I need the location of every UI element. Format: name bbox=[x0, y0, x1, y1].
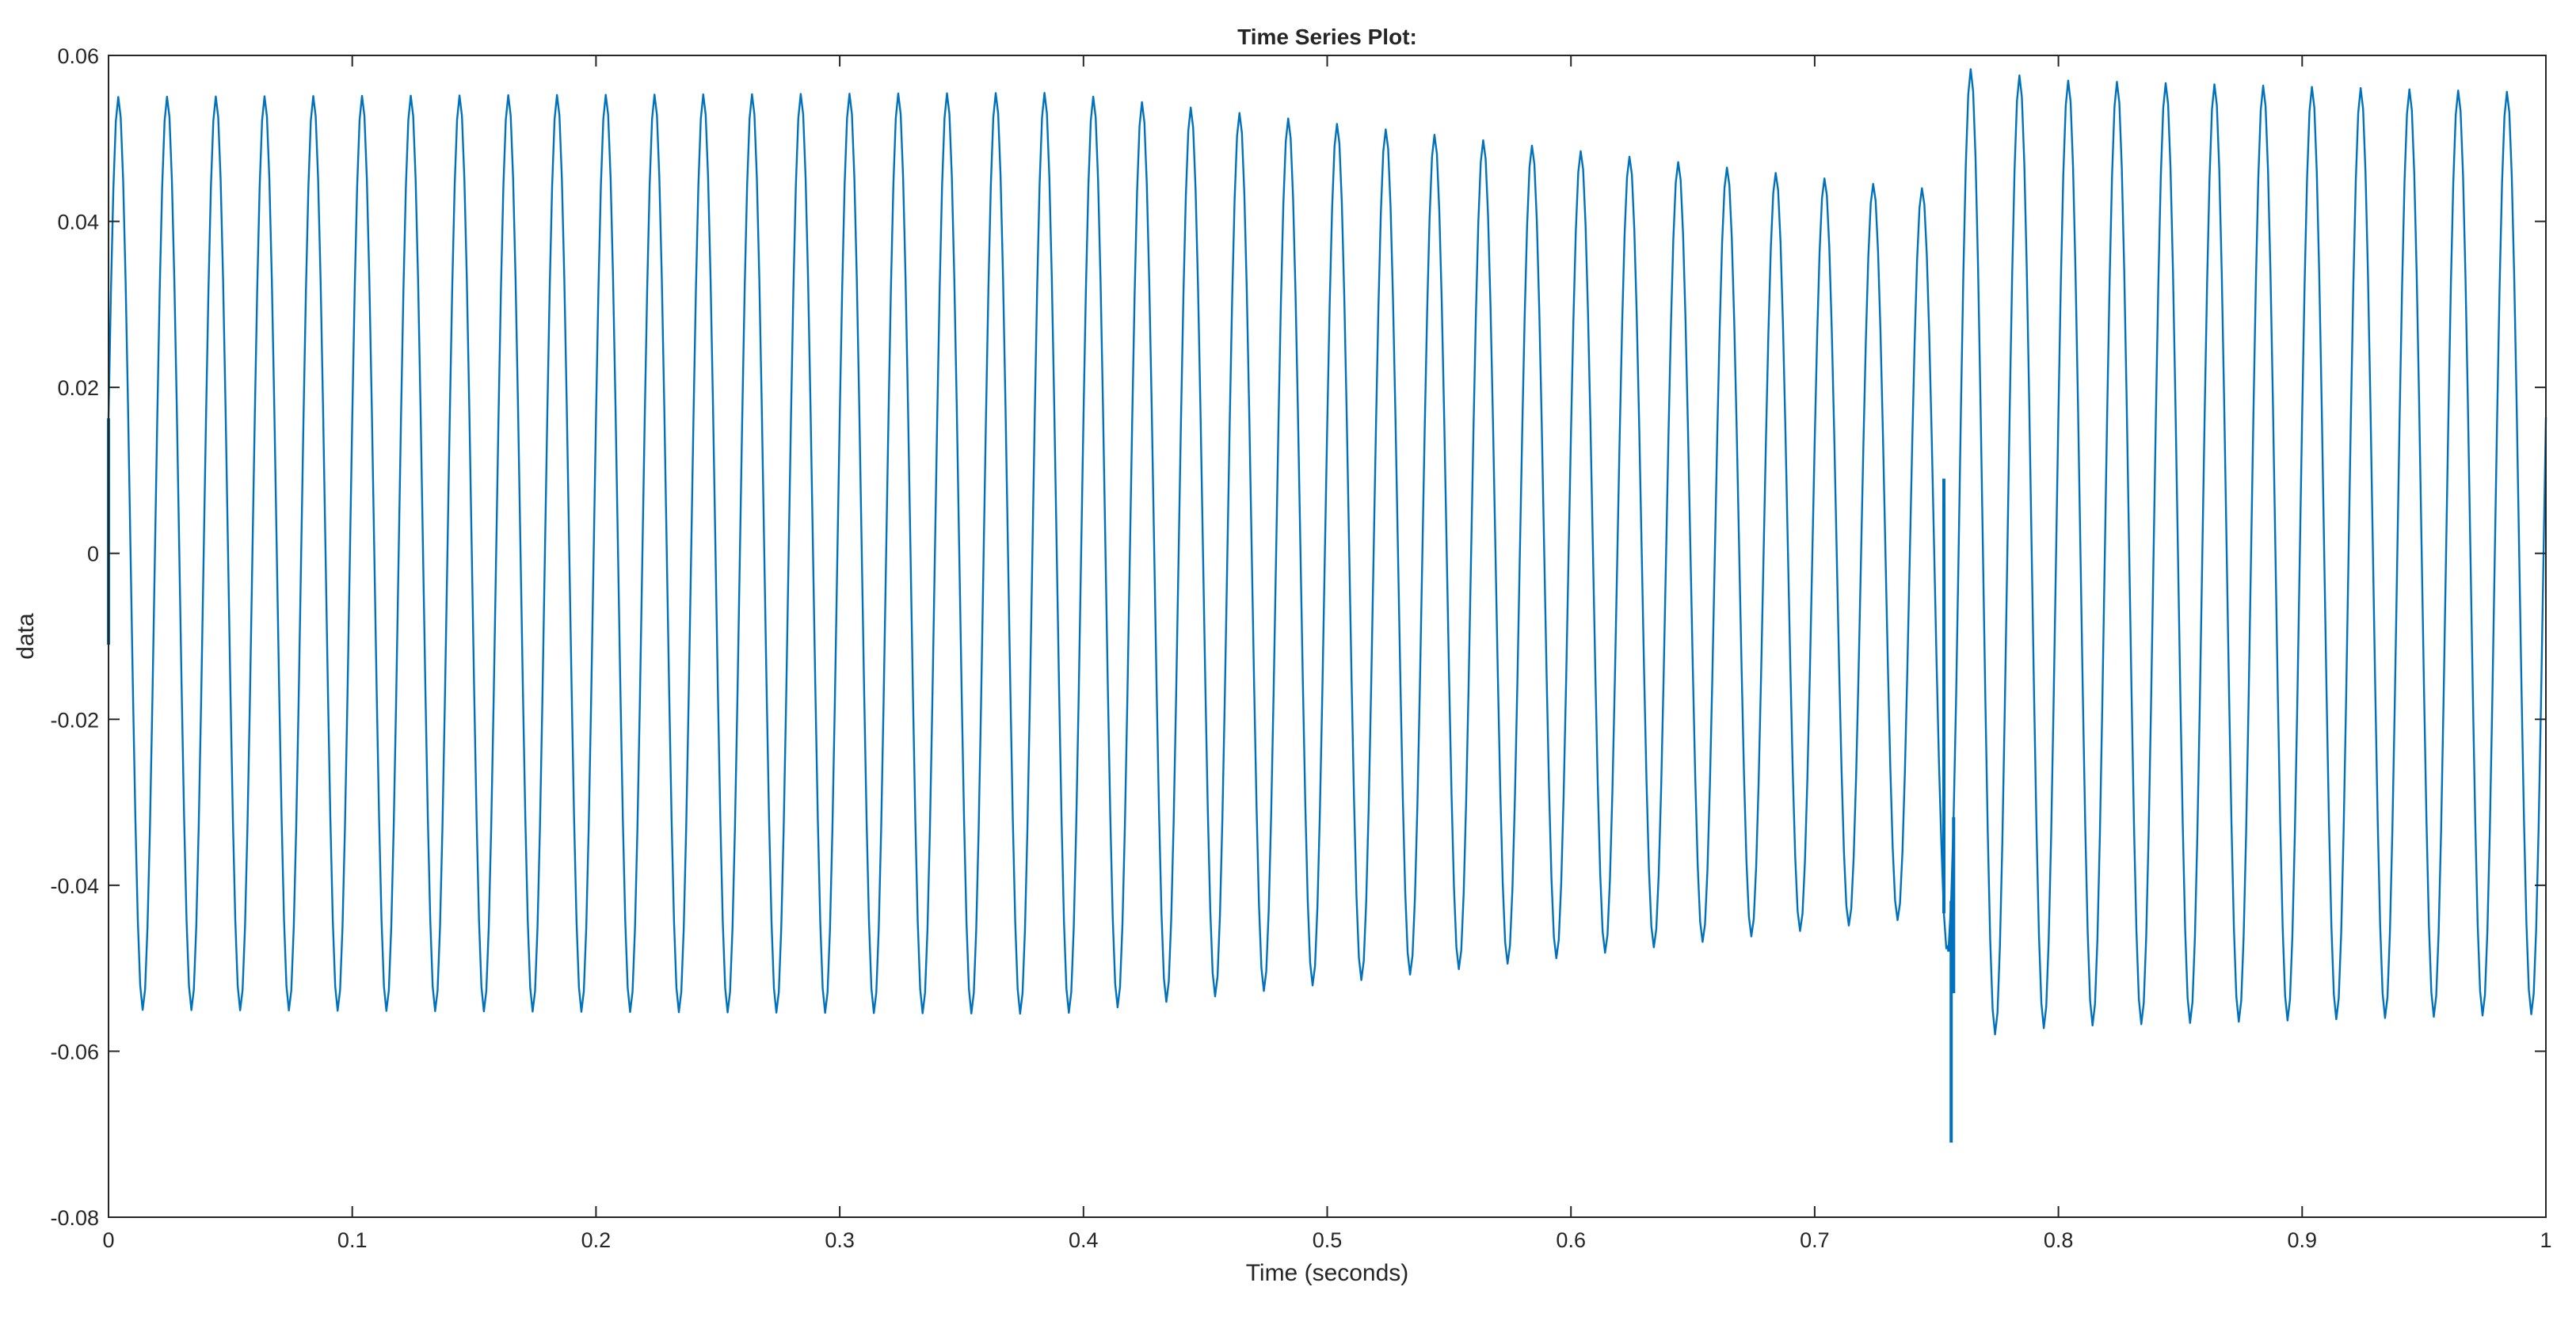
chart-title: Time Series Plot: bbox=[1237, 25, 1417, 49]
x-tick-label: 1 bbox=[2540, 1228, 2551, 1252]
y-tick-label: 0.02 bbox=[57, 376, 99, 400]
y-tick-label: -0.06 bbox=[50, 1040, 99, 1064]
y-ticks: 0.06 0.04 0.02 0 -0.02 -0.04 -0.06 -0.08 bbox=[50, 44, 2546, 1230]
x-axis-label: Time (seconds) bbox=[1246, 1260, 1409, 1286]
x-tick-label: 0 bbox=[102, 1228, 114, 1252]
series-line bbox=[107, 68, 2547, 1036]
y-tick-label: -0.08 bbox=[50, 1206, 99, 1230]
x-tick-label: 0.9 bbox=[2288, 1228, 2318, 1252]
y-tick-label: 0.04 bbox=[57, 211, 99, 234]
y-tick-label: -0.02 bbox=[50, 708, 99, 732]
x-tick-label: 0.6 bbox=[1556, 1228, 1586, 1252]
y-tick-label: 0 bbox=[87, 542, 99, 566]
x-tick-label: 0.3 bbox=[825, 1228, 855, 1252]
y-tick-label: -0.04 bbox=[50, 874, 99, 898]
y-tick-label: 0.06 bbox=[57, 44, 99, 68]
x-tick-label: 0.1 bbox=[337, 1228, 368, 1252]
x-tick-label: 0.8 bbox=[2044, 1228, 2074, 1252]
x-tick-label: 0.5 bbox=[1313, 1228, 1343, 1252]
series-layer bbox=[107, 68, 2547, 1143]
x-tick-label: 0.4 bbox=[1069, 1228, 1099, 1252]
x-tick-label: 0.2 bbox=[581, 1228, 612, 1252]
x-tick-label: 0.7 bbox=[1800, 1228, 1830, 1252]
x-ticks: 0 0.1 0.2 0.3 0.4 0.5 0.6 0.7 0.8 0.9 1 bbox=[102, 55, 2552, 1252]
y-axis-label: data bbox=[13, 613, 39, 660]
